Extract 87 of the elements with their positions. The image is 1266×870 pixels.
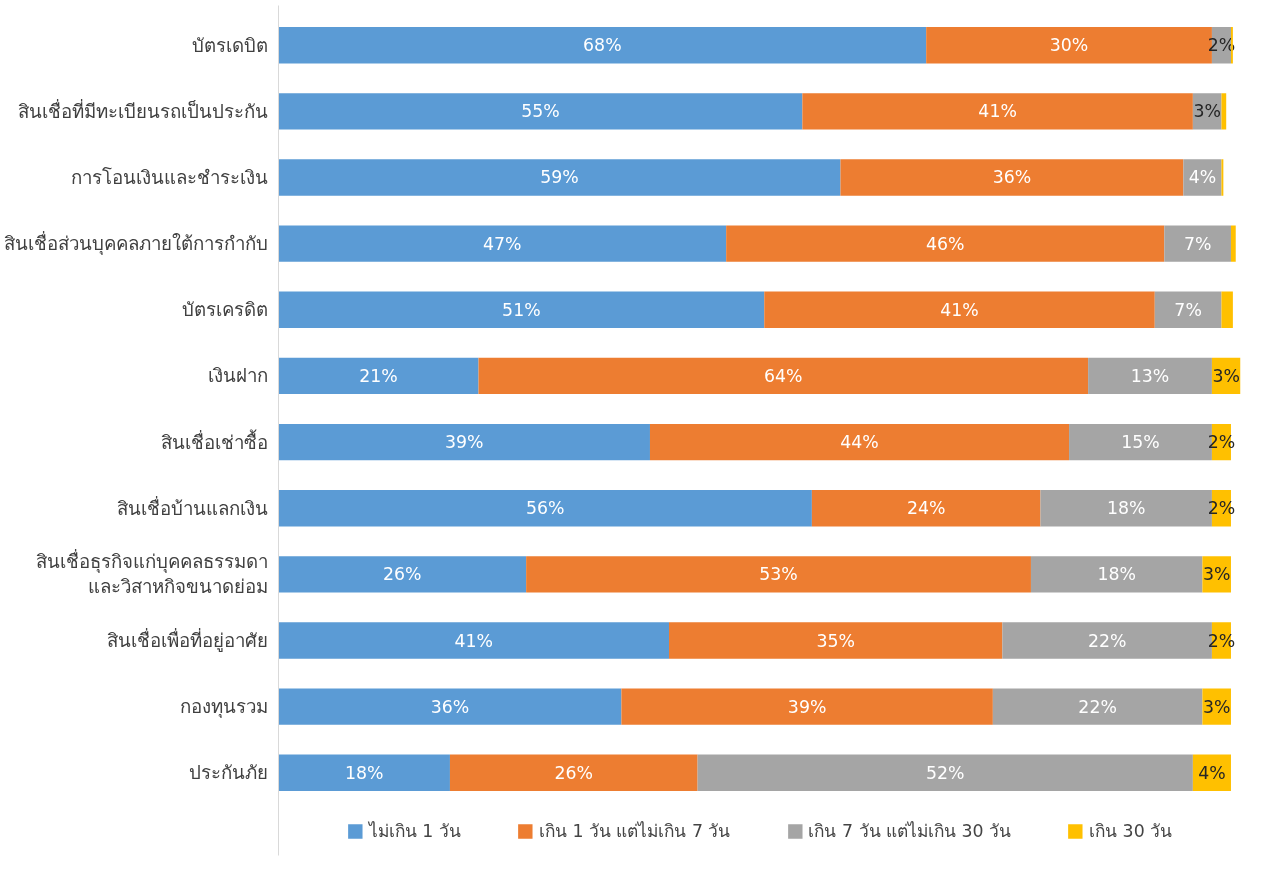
bar — [1088, 357, 1212, 395]
bar — [278, 159, 841, 196]
data-label: 22% — [1078, 696, 1117, 717]
bar — [621, 688, 993, 725]
data-label: 41% — [454, 630, 494, 651]
legend-label: ไม่เกิน 1 วัน — [368, 820, 461, 843]
data-label: 4% — [1188, 167, 1217, 188]
data-label: 18% — [1097, 564, 1136, 585]
bar — [649, 423, 1070, 461]
bar — [278, 357, 479, 395]
data-label: 44% — [840, 432, 879, 453]
data-label: 3% — [1193, 101, 1221, 122]
y-tick-label: การโอนเงินและชำระเงิน — [70, 166, 268, 188]
data-label: 26% — [383, 564, 422, 585]
data-label: 3% — [1212, 365, 1240, 386]
data-label: 52% — [925, 762, 965, 783]
bar — [697, 754, 1193, 792]
y-tick-label: เงินฝาก — [207, 365, 268, 387]
data-label: 22% — [1087, 630, 1127, 651]
bar — [1221, 291, 1233, 328]
bar — [278, 688, 622, 725]
data-label: 59% — [540, 167, 579, 188]
data-label: 64% — [764, 365, 803, 386]
y-tick-label: สินเชื่อที่มีทะเบียนรถเป็นประกัน — [17, 98, 268, 122]
legend-label: เกิน 1 วัน แต่ไม่เกิน 7 วัน — [538, 820, 731, 843]
y-tick-label: สินเชื่อส่วนบุคคลภายใต้การกำกับ — [3, 231, 268, 257]
legend-label: เกิน 7 วัน แต่ไม่เกิน 30 วัน — [808, 820, 1012, 843]
data-label: 15% — [1121, 432, 1160, 453]
bar — [278, 754, 450, 792]
data-label: 18% — [344, 762, 384, 783]
data-label: 51% — [502, 299, 541, 320]
data-label: 3% — [1202, 564, 1231, 585]
bar — [278, 225, 727, 262]
data-label: 41% — [978, 101, 1017, 122]
data-label: 46% — [925, 233, 965, 254]
y-tick-label: สินเชื่อเช่าซื้อ — [160, 428, 268, 453]
bar — [278, 622, 670, 659]
bar — [449, 754, 698, 792]
bar — [1030, 556, 1203, 593]
data-label: 53% — [759, 564, 798, 585]
bar — [278, 556, 527, 593]
bar — [1164, 225, 1231, 262]
bar — [278, 291, 765, 328]
bar — [726, 225, 1165, 262]
bar — [764, 291, 1155, 328]
bar — [1154, 291, 1222, 328]
y-tick-label: สินเชื่อธุรกิจแก่บุคคลธรรมดา และวิสาหกิจขนาดย่อม — [35, 549, 268, 598]
data-label: 36% — [430, 696, 470, 717]
y-tick-label: บัตรเดบิต — [191, 34, 268, 56]
data-label: 36% — [992, 167, 1032, 188]
bar — [1230, 225, 1236, 262]
data-label: 13% — [1130, 365, 1170, 386]
data-label: 39% — [787, 696, 827, 717]
data-label: 39% — [444, 432, 484, 453]
data-label: 55% — [521, 101, 560, 122]
bar — [811, 490, 1041, 527]
y-tick-label: สินเชื่อเพื่อที่อยู่อาศัย — [106, 628, 268, 653]
data-label: 3% — [1202, 696, 1231, 717]
bar — [802, 93, 1193, 130]
y-tick-label: สินเชื่อบ้านแลกเงิน — [116, 495, 268, 519]
data-label: 24% — [906, 498, 946, 519]
data-label: 7% — [1174, 299, 1202, 320]
data-label: 41% — [940, 299, 979, 320]
bar — [840, 159, 1184, 196]
data-label: 26% — [554, 762, 594, 783]
bar — [278, 490, 812, 527]
y-tick-label: บัตรเครดิต — [181, 299, 268, 321]
data-label: 56% — [525, 498, 565, 519]
data-label: 18% — [1106, 498, 1146, 519]
bar — [278, 27, 927, 64]
bar — [278, 423, 650, 461]
y-tick-label: ประกันภัย — [188, 762, 268, 784]
data-label: 7% — [1183, 233, 1212, 254]
data-label: 21% — [359, 365, 398, 386]
data-label: 4% — [1198, 762, 1226, 783]
bar — [1221, 93, 1227, 130]
legend-label: เกิน 30 วัน — [1089, 820, 1173, 843]
bar — [278, 93, 803, 130]
data-label: 30% — [1049, 35, 1089, 56]
bar — [992, 688, 1203, 725]
data-label: 35% — [816, 630, 855, 651]
bar — [526, 556, 1031, 593]
bar — [669, 622, 1003, 659]
data-label: 68% — [583, 35, 622, 56]
data-label: 47% — [483, 233, 522, 254]
y-tick-label: กองทุนรวม — [179, 696, 268, 720]
bar — [478, 357, 1089, 395]
